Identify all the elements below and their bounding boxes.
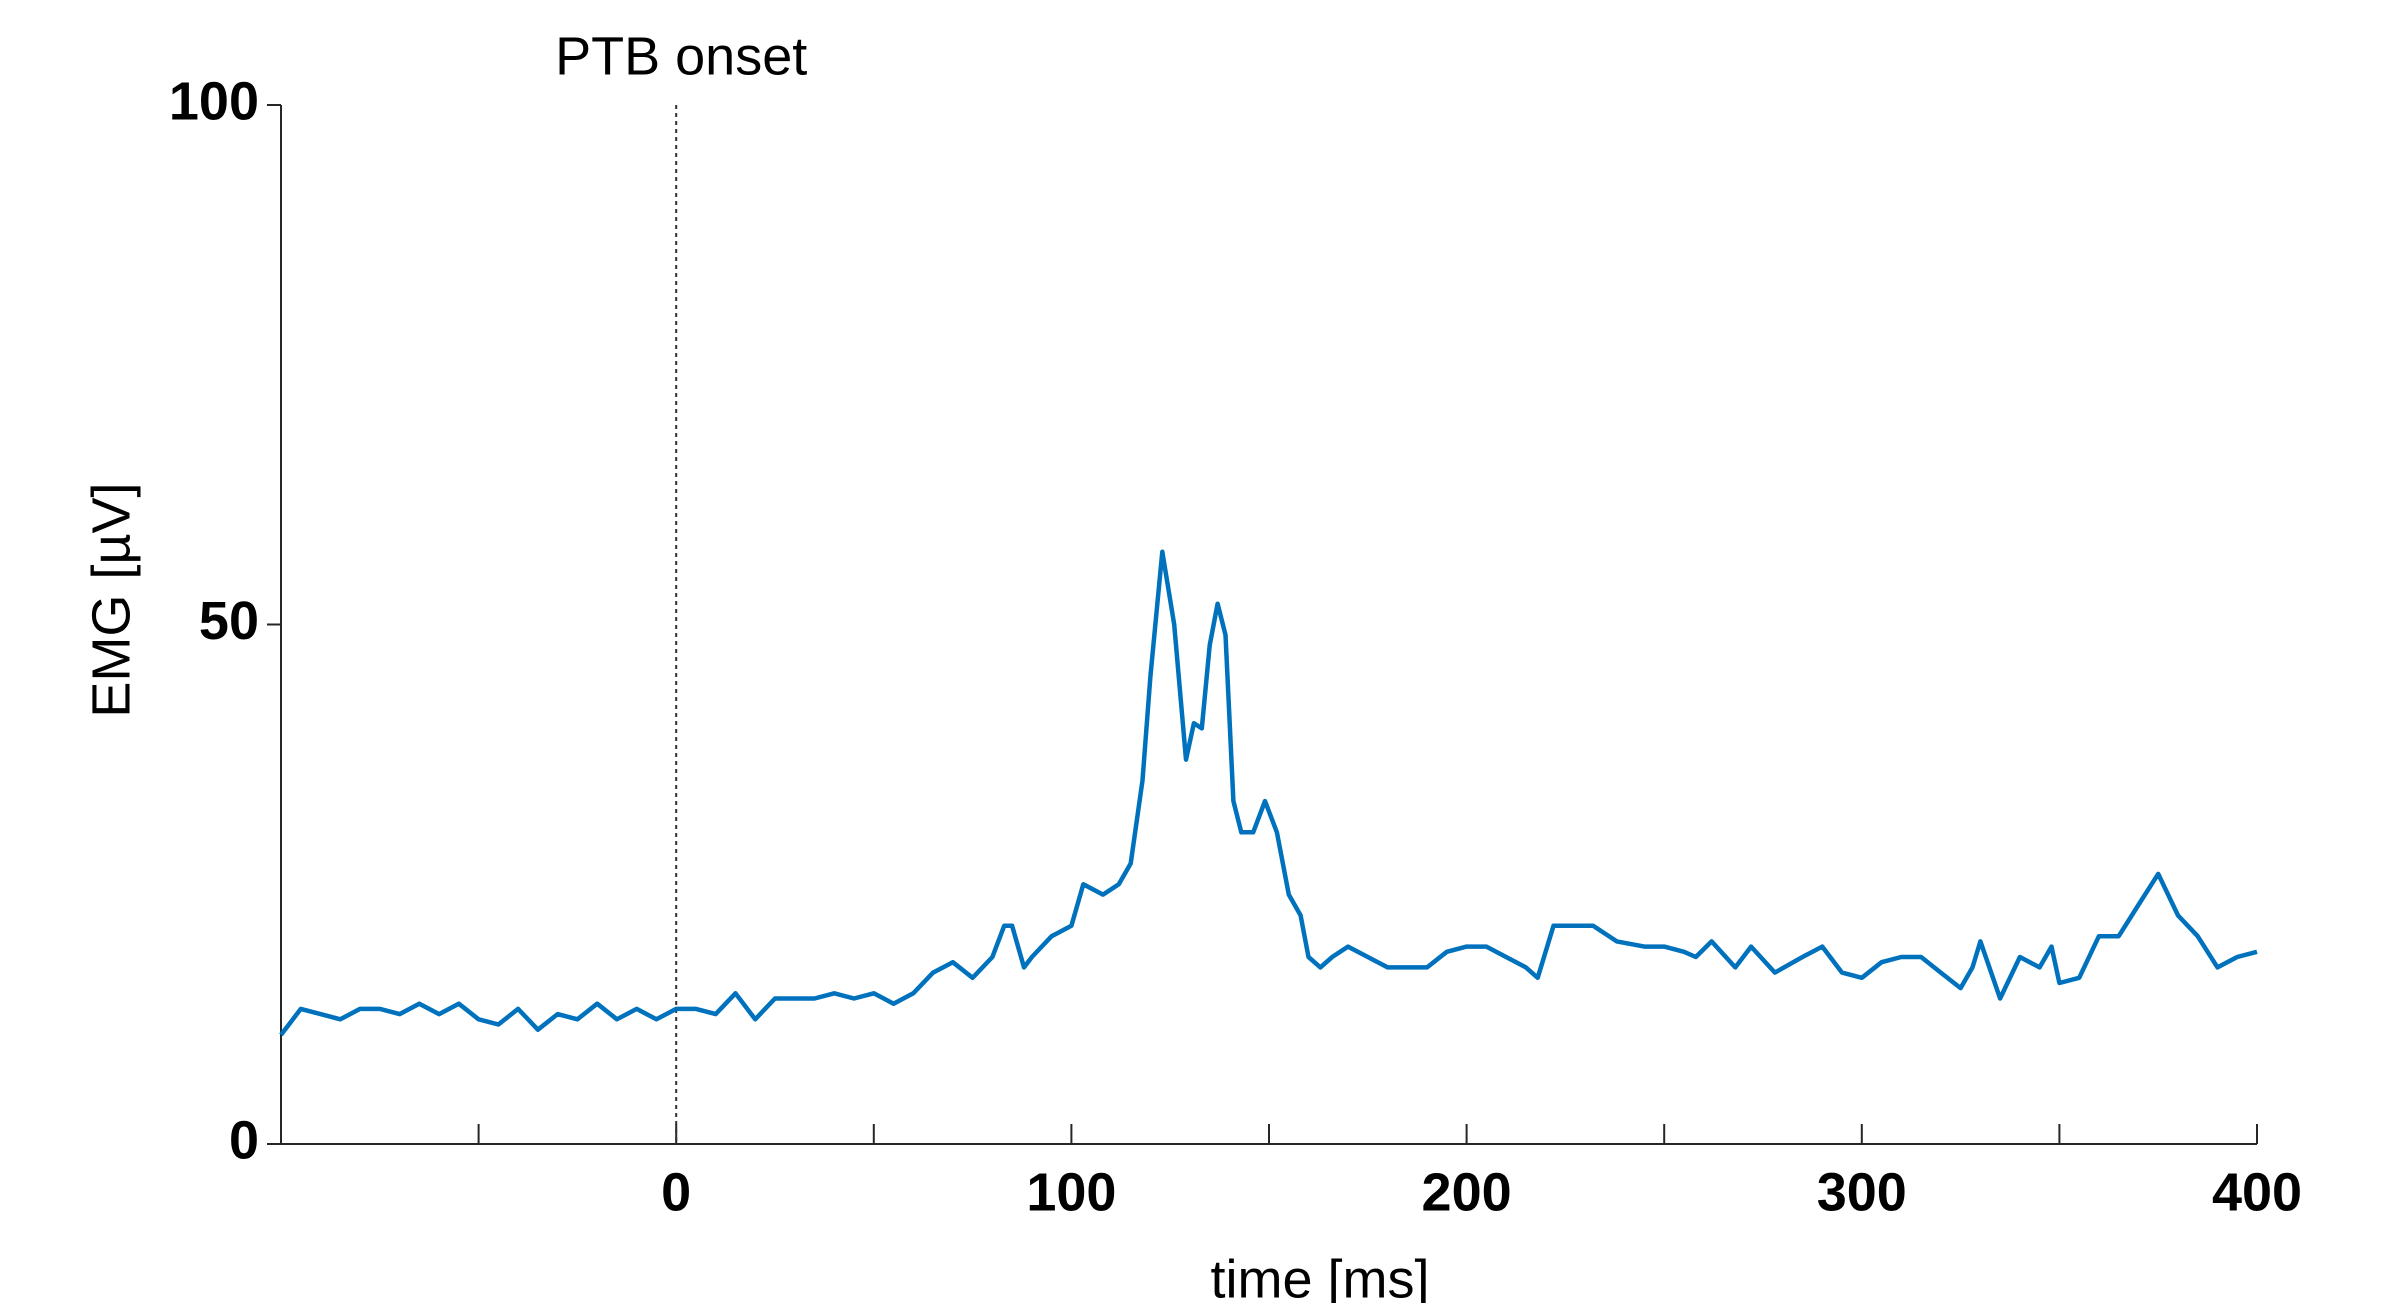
y-tick-label: 0 bbox=[229, 1110, 259, 1170]
y-tick-label: 100 bbox=[169, 71, 259, 131]
x-tick-label: 400 bbox=[2212, 1162, 2302, 1222]
x-axis-label: time [ms] bbox=[1210, 1249, 1429, 1303]
emg-line bbox=[279, 549, 2258, 1037]
x-tick-label: 100 bbox=[1026, 1162, 1116, 1222]
y-axis-label: EMG [µV] bbox=[81, 482, 141, 717]
onset-label: PTB onset bbox=[555, 26, 807, 86]
x-tick-label: 0 bbox=[661, 1162, 691, 1222]
x-tick-label: 300 bbox=[1817, 1162, 1907, 1222]
y-tick-label: 50 bbox=[199, 591, 259, 651]
x-tick-label: 200 bbox=[1422, 1162, 1512, 1222]
